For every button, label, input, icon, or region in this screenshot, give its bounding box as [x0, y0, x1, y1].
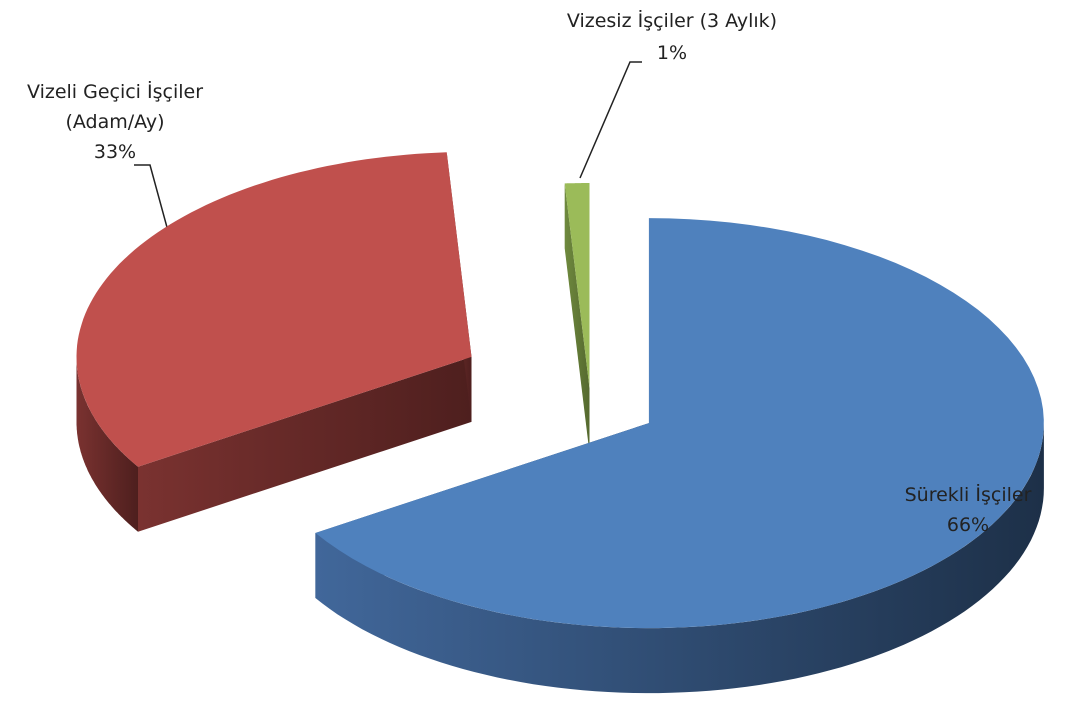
leader-line: [579, 61, 642, 179]
slice-label: Vizesiz İşçiler (3 Aylık) 1%: [522, 6, 822, 68]
slice-wall: [564, 183, 590, 453]
slice-label: Sürekli İşçiler 66%: [898, 480, 1038, 540]
category-label: Sürekli İşçiler: [904, 484, 1032, 506]
slice: [315, 218, 1044, 629]
slice-side: [315, 423, 1044, 694]
slice: [564, 183, 590, 388]
slice-wall: [138, 356, 472, 532]
slice: [76, 152, 472, 467]
slice-label: Vizeli Geçici İşçiler (Adam/Ay) 33%: [0, 77, 230, 167]
value-label: 33%: [93, 141, 137, 163]
category-label: Vizesiz İşçiler (3 Aylık): [566, 10, 778, 32]
category-label: Vizeli Geçici İşçiler (Adam/Ay): [26, 81, 204, 133]
value-label: 1%: [656, 42, 688, 64]
value-label: 66%: [946, 514, 990, 536]
slice-side: [76, 356, 138, 532]
